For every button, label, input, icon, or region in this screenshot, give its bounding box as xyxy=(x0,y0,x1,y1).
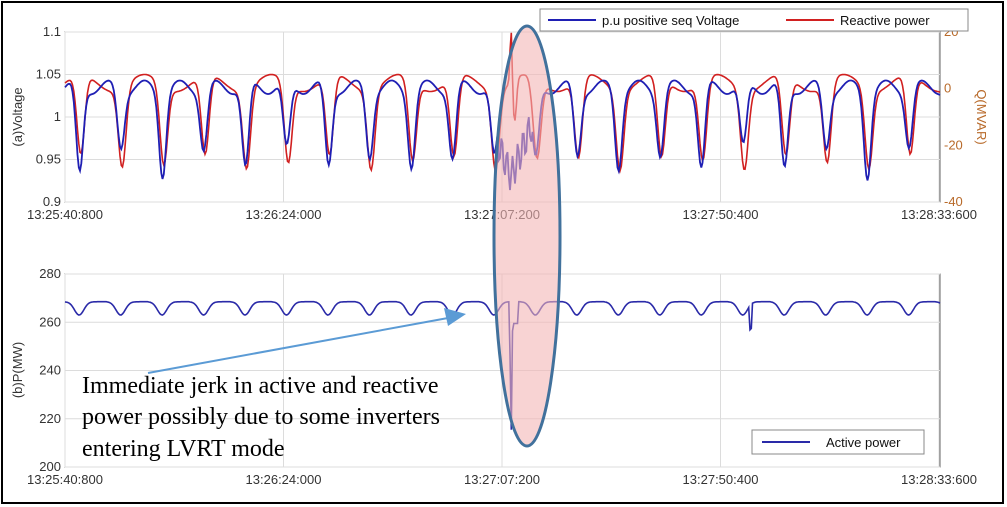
top-x-ticks: 13:25:40:80013:26:24:00013:27:07:20013:2… xyxy=(27,207,977,222)
annotation-arrow xyxy=(147,317,449,374)
top-y-tick-label: 1.05 xyxy=(36,67,61,82)
top-x-tick-label: 13:27:50:400 xyxy=(683,207,759,222)
bottom-x-tick-label: 13:27:07:200 xyxy=(464,472,540,487)
top-y-tick-label: 0.9 xyxy=(43,194,61,209)
bottom-x-tick-label: 13:27:50:400 xyxy=(683,472,759,487)
bottom-y-tick-label: 260 xyxy=(39,314,61,329)
top-y-right-tick-label: -20 xyxy=(944,137,963,152)
bottom-x-tick-label: 13:28:33:600 xyxy=(901,472,977,487)
top-y-tick-label: 1 xyxy=(54,109,61,124)
annotation: Immediate jerk in active and reactive po… xyxy=(82,308,466,462)
top-legend: p.u positive seq Voltage Reactive power xyxy=(539,8,969,32)
top-y-right-axis-label: Q(MVAR) xyxy=(974,89,989,144)
top-y-tick-label: 0.95 xyxy=(36,152,61,167)
legend-voltage-label: p.u positive seq Voltage xyxy=(602,13,739,28)
bottom-y-tick-label: 220 xyxy=(39,411,61,426)
bottom-y-axis-label: (b)P(MW) xyxy=(10,342,25,398)
top-y-tick-label: 1.1 xyxy=(43,24,61,39)
top-y-right-tick-label: 0 xyxy=(944,81,951,96)
bottom-legend: Active power xyxy=(751,429,925,455)
top-y-right-tick-label: -40 xyxy=(944,194,963,209)
top-y-ticks: 0.9 0.95 1 1.05 1.1 xyxy=(36,24,61,209)
bottom-x-tick-label: 13:25:40:800 xyxy=(27,472,103,487)
bottom-y-ticks: 200 220 240 260 280 xyxy=(39,266,61,474)
top-x-tick-label: 13:25:40:800 xyxy=(27,207,103,222)
top-x-tick-label: 13:26:24:000 xyxy=(246,207,322,222)
bottom-y-tick-label: 240 xyxy=(39,363,61,378)
bottom-y-tick-label: 200 xyxy=(39,459,61,474)
bottom-x-tick-label: 13:26:24:000 xyxy=(246,472,322,487)
legend-reactive-label: Reactive power xyxy=(840,13,930,28)
bottom-x-ticks: 13:25:40:800 13:26:24:000 13:27:07:200 13:2… xyxy=(27,472,977,487)
bottom-y-tick-label: 280 xyxy=(39,266,61,281)
annotation-line-1: Immediate jerk in active and reactive xyxy=(82,373,438,399)
legend-active-label: Active power xyxy=(826,435,901,450)
annotation-line-2: power possibly due to some inverters xyxy=(82,404,440,430)
top-y-right-ticks: -40-20020 xyxy=(944,24,963,209)
top-x-tick-label: 13:28:33:600 xyxy=(901,207,977,222)
annotation-arrowhead xyxy=(444,308,466,326)
top-y-axis-label: (a)Voltage xyxy=(10,87,25,146)
event-highlight-ellipse xyxy=(492,24,562,448)
annotation-line-3: entering LVRT mode xyxy=(82,436,285,462)
